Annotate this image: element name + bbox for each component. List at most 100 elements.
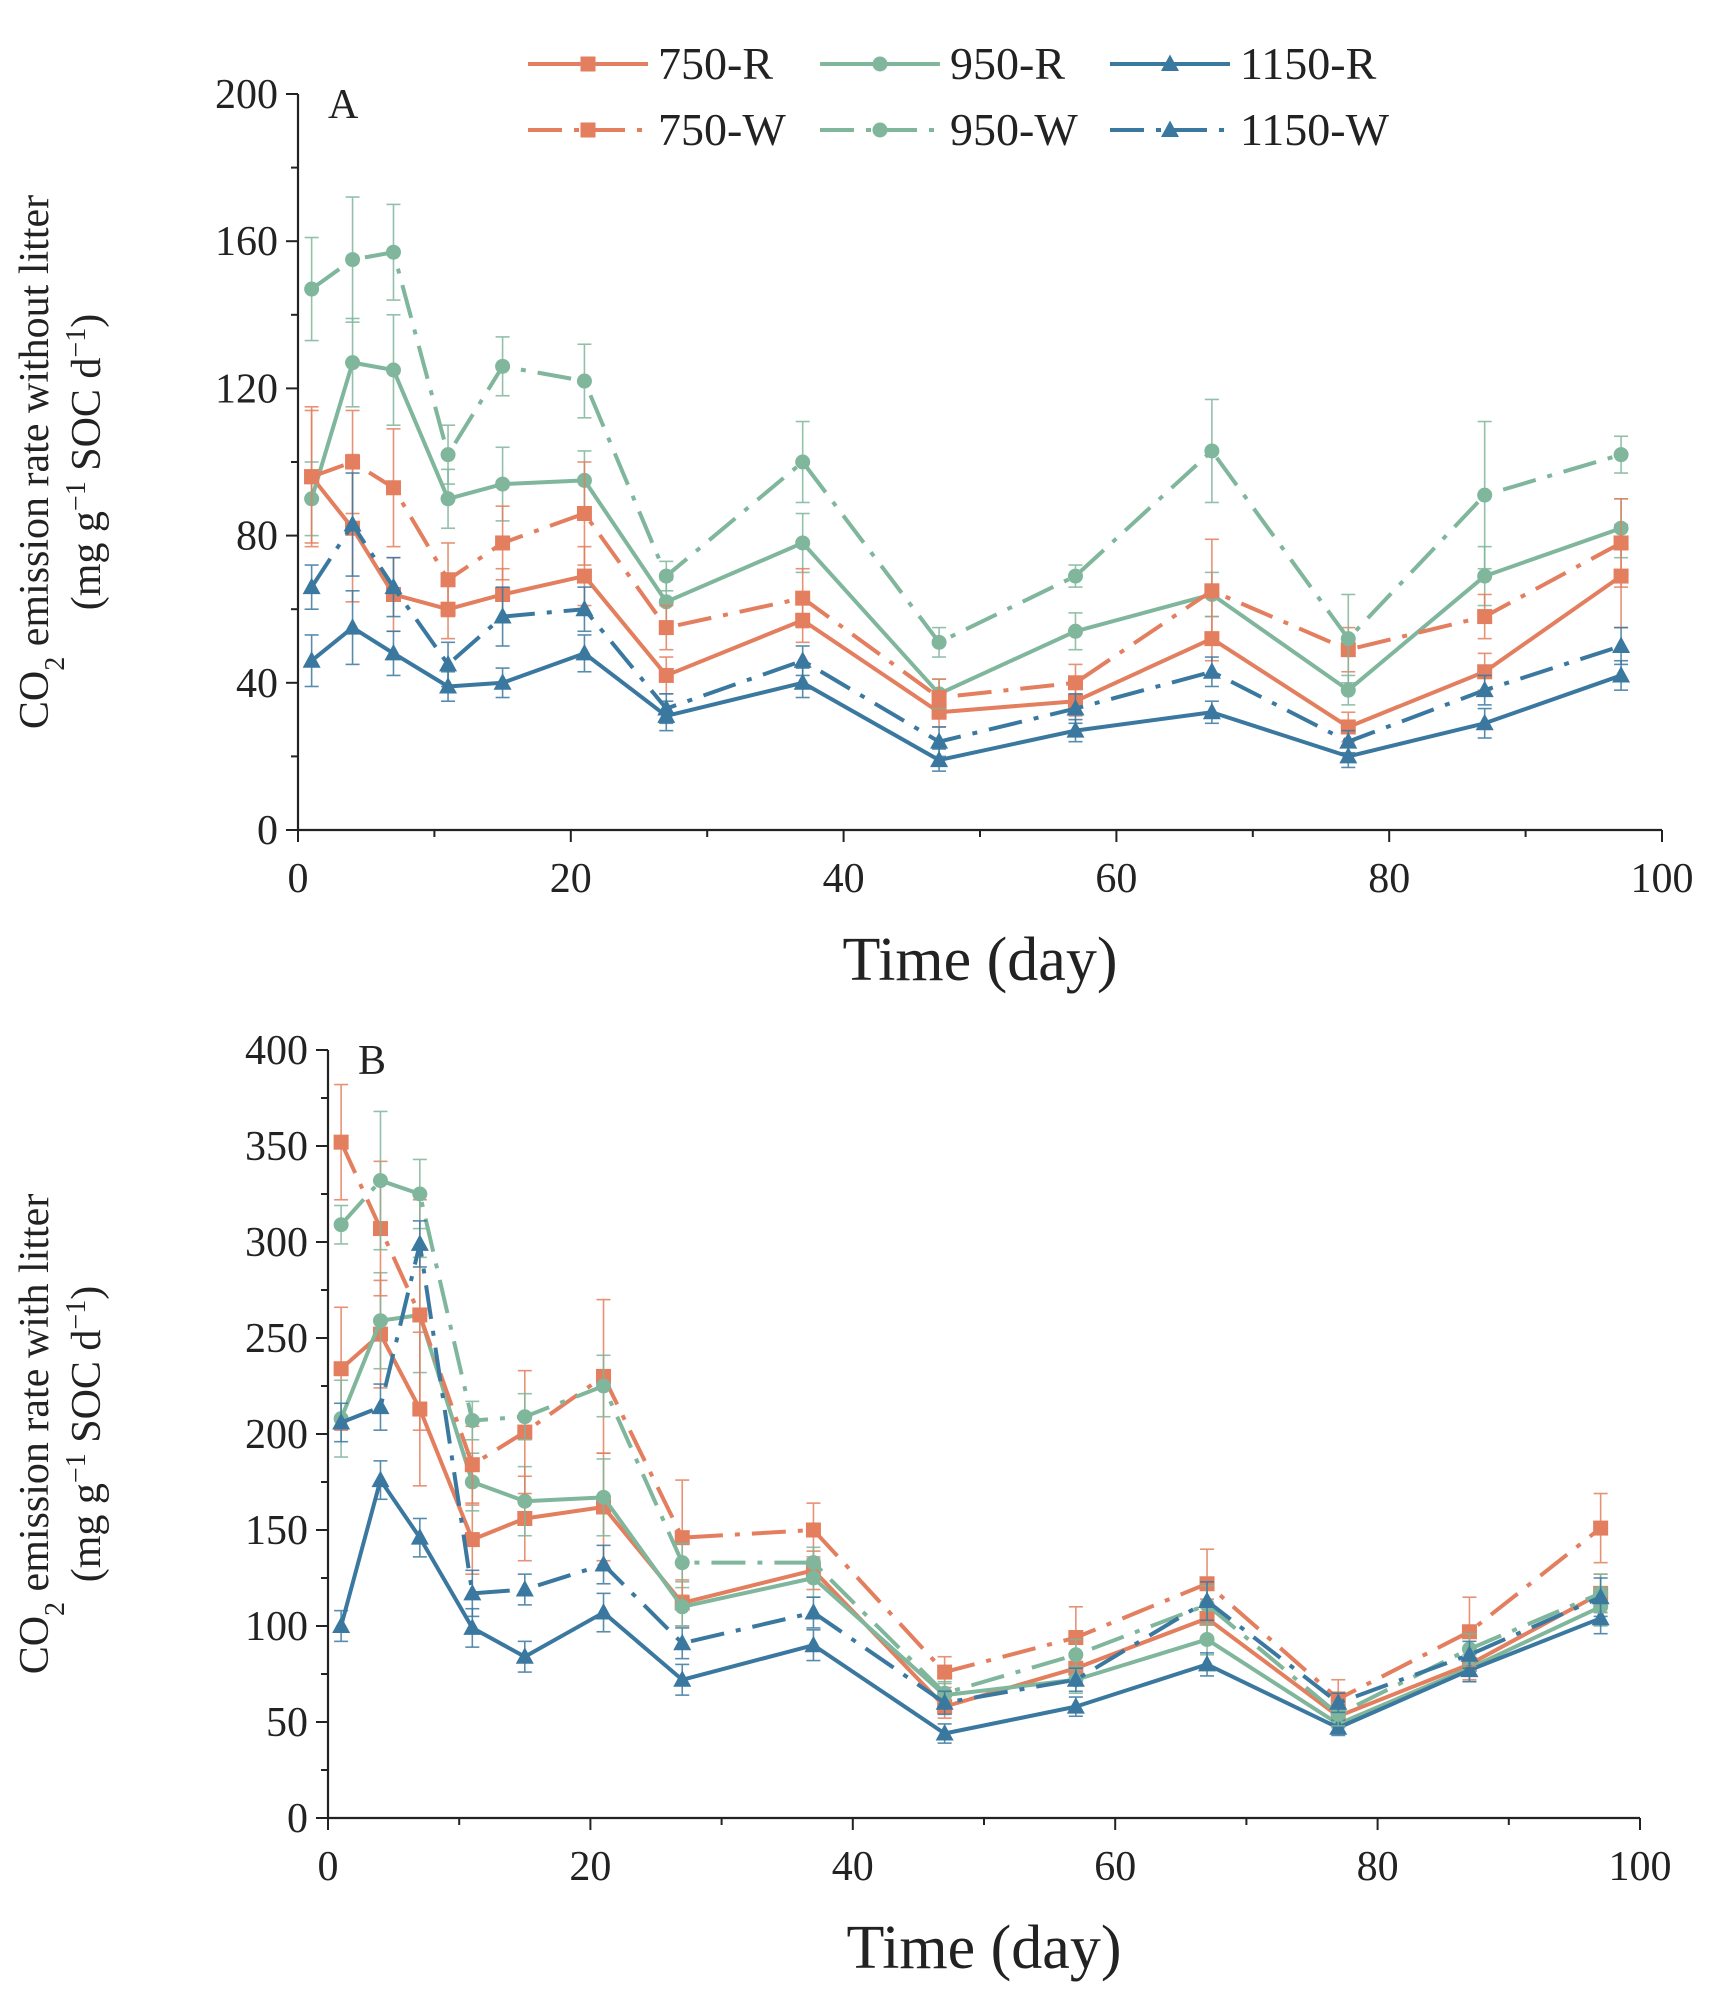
data-point-1150-w bbox=[332, 1412, 351, 1430]
data-point-950-r bbox=[517, 1493, 533, 1509]
data-point-750-r bbox=[464, 1532, 480, 1548]
data-point-1150-r bbox=[594, 1603, 613, 1620]
data-point-950-w bbox=[495, 358, 511, 374]
legend-label: 1150-R bbox=[1240, 38, 1377, 89]
data-point-1150-w bbox=[1198, 1591, 1217, 1609]
x-tick-label-b: 100 bbox=[1609, 1844, 1672, 1890]
data-point-750-w bbox=[385, 480, 401, 496]
data-point-750-w bbox=[1067, 675, 1083, 691]
data-point-950-w bbox=[931, 634, 947, 650]
legend-swatch-marker bbox=[872, 56, 888, 72]
x-axis-title-b: Time (day) bbox=[847, 1914, 1122, 1982]
data-point-1150-r bbox=[935, 1724, 954, 1741]
data-point-950-w bbox=[596, 1378, 612, 1394]
data-point-1150-w bbox=[493, 607, 512, 624]
data-point-750-w bbox=[1477, 609, 1493, 625]
data-point-1150-w bbox=[1329, 1693, 1348, 1710]
data-point-950-w bbox=[795, 454, 811, 470]
data-point-950-w bbox=[440, 447, 456, 463]
legend-label: 750-W bbox=[658, 104, 786, 155]
data-point-950-r bbox=[596, 1489, 612, 1505]
series-line-1150-r bbox=[339, 1478, 1602, 1736]
data-point-1150-w bbox=[463, 1583, 482, 1601]
data-point-950-w bbox=[333, 1217, 349, 1233]
x-tick-label-a: 40 bbox=[823, 856, 865, 902]
data-point-750-w bbox=[464, 1457, 480, 1473]
legend-label: 950-W bbox=[950, 104, 1078, 155]
data-point-1150-r bbox=[302, 651, 321, 668]
data-point-750-w bbox=[412, 1307, 428, 1323]
data-point-950-w bbox=[1477, 487, 1493, 503]
data-point-950-w bbox=[805, 1555, 821, 1571]
data-point-1150-w bbox=[935, 1693, 954, 1710]
data-point-750-r bbox=[576, 568, 592, 584]
data-point-750-w bbox=[937, 1664, 953, 1680]
data-point-750-w bbox=[674, 1530, 690, 1546]
y-tick-label-b: 350 bbox=[245, 1124, 308, 1170]
legend-item-950-w: 950-W bbox=[820, 104, 1078, 155]
data-point-1150-w bbox=[1612, 636, 1631, 653]
data-point-1150-r bbox=[930, 750, 949, 768]
data-point-1150-w bbox=[594, 1555, 613, 1572]
legend-label: 750-R bbox=[658, 38, 773, 89]
x-tick-label-a: 80 bbox=[1368, 856, 1410, 902]
data-point-750-w bbox=[1613, 535, 1629, 551]
series-950-w-a bbox=[304, 196, 1629, 684]
legend-swatch-marker bbox=[580, 56, 596, 72]
data-point-1150-r bbox=[493, 673, 512, 690]
legend-item-1150-w: 1150-W bbox=[1110, 104, 1390, 155]
series-1150-w-b bbox=[332, 1220, 1610, 1716]
data-point-950-r bbox=[1477, 568, 1493, 584]
data-point-1150-w bbox=[1339, 732, 1358, 749]
legend-item-1150-r: 1150-R bbox=[1110, 38, 1377, 89]
data-point-950-r bbox=[440, 491, 456, 507]
data-point-1150-w bbox=[343, 515, 362, 532]
data-point-750-w bbox=[440, 572, 456, 588]
data-point-950-w bbox=[1204, 443, 1220, 459]
data-point-950-w bbox=[464, 1413, 480, 1429]
data-point-950-r bbox=[674, 1599, 690, 1615]
data-point-750-w bbox=[805, 1522, 821, 1538]
data-point-1150-r bbox=[1339, 746, 1358, 764]
panel-label-a: A bbox=[328, 82, 359, 128]
x-tick-label-a: 100 bbox=[1631, 856, 1694, 902]
data-point-950-w bbox=[372, 1173, 388, 1189]
series-line-1150-w bbox=[340, 1241, 1602, 1705]
series-line-950-r bbox=[309, 360, 1622, 696]
data-point-1150-w bbox=[804, 1603, 823, 1620]
series-1150-w-a bbox=[302, 472, 1631, 758]
y-axis-units-a: (mg g−1 SOC d−1) bbox=[61, 314, 111, 610]
legend-swatch-marker bbox=[1161, 120, 1179, 137]
data-point-1150-w bbox=[410, 1234, 429, 1251]
y-tick-label-b: 300 bbox=[245, 1220, 308, 1266]
data-point-950-r bbox=[385, 362, 401, 378]
data-point-1150-r bbox=[371, 1470, 390, 1488]
x-tick-label-a: 60 bbox=[1095, 856, 1137, 902]
y-tick-label-a: 120 bbox=[215, 366, 278, 412]
data-point-1150-r bbox=[673, 1670, 692, 1687]
series-line-750-r bbox=[310, 475, 1623, 729]
data-point-750-r bbox=[333, 1361, 349, 1377]
y-tick-label-b: 150 bbox=[245, 1508, 308, 1554]
series-line-750-w bbox=[310, 460, 1623, 700]
y-axis-units-b: (mg g−1 SOC d−1) bbox=[61, 1286, 111, 1582]
data-point-950-w bbox=[304, 281, 320, 297]
data-point-750-w bbox=[795, 590, 811, 606]
data-point-1150-r bbox=[1475, 713, 1494, 731]
data-point-950-w bbox=[658, 568, 674, 584]
data-point-1150-w bbox=[371, 1397, 390, 1415]
data-point-750-w bbox=[1593, 1520, 1609, 1536]
series-950-w-b bbox=[333, 1110, 1609, 1727]
data-point-1150-w bbox=[1591, 1587, 1610, 1605]
y-tick-label-a: 0 bbox=[257, 808, 278, 854]
data-point-950-r bbox=[345, 355, 361, 371]
data-point-950-w bbox=[345, 252, 361, 268]
data-point-750-w bbox=[1461, 1624, 1477, 1640]
data-point-950-w bbox=[1340, 631, 1356, 647]
x-tick-label-b: 20 bbox=[569, 1844, 611, 1890]
data-point-1150-w bbox=[657, 699, 676, 716]
data-point-950-r bbox=[1067, 623, 1083, 639]
data-point-750-w bbox=[333, 1134, 349, 1150]
y-tick-label-b: 250 bbox=[245, 1316, 308, 1362]
x-tick-label-a: 20 bbox=[550, 856, 592, 902]
